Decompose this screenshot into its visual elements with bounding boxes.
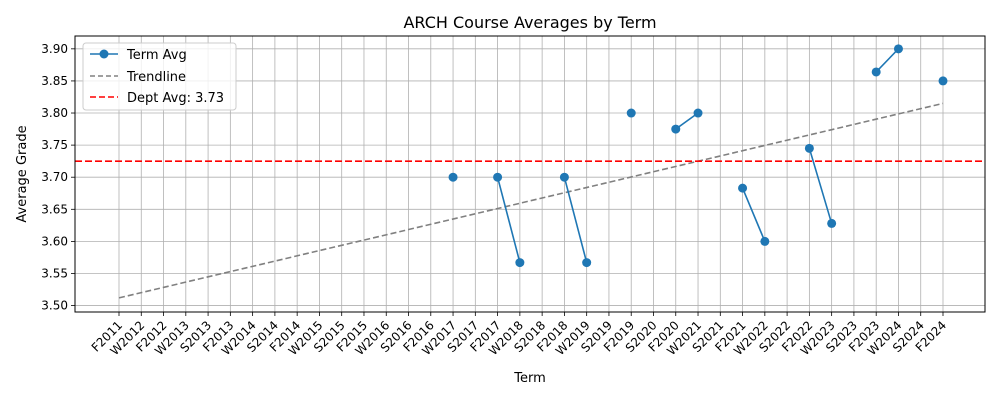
data-point [626,108,636,118]
data-point [871,67,881,77]
data-point [559,172,569,182]
plot-frame [74,35,986,313]
x-axis-label: Term [513,371,546,386]
legend-box [82,42,237,111]
y-tick-label: 3.55 [41,266,68,280]
y-tick-label: 3.65 [41,202,68,216]
series-line-segment [808,148,833,224]
series-line-segment [675,112,699,130]
plot-lines [75,48,985,299]
data-point [938,76,948,86]
trendline [118,102,944,299]
data-point [804,143,814,153]
y-tick-label: 3.50 [41,299,68,313]
legend-label-trendline: Trendline [126,70,186,85]
data-point [693,108,703,118]
y-tick-label: 3.60 [41,234,68,248]
legend: Term Avg Trendline Dept Avg: 3.73 [82,42,237,111]
series-line-segment [496,177,521,263]
data-point [671,124,681,134]
y-tick-label: 3.80 [41,106,68,120]
data-point [493,172,503,182]
series-line-segment [563,177,588,263]
data-point [827,218,837,228]
data-point [893,44,903,54]
x-axis-ticks: F2011W2012F2012W2013S2013F2013W2014S2014… [89,312,949,358]
series-line-segment [875,48,900,73]
y-axis-label: Average Grade [15,125,30,222]
y-tick-label: 3.90 [41,42,68,56]
y-tick-label: 3.75 [41,138,68,152]
data-point [515,258,525,268]
series-line-segment [741,187,766,242]
legend-label-dept-avg: Dept Avg: 3.73 [127,91,224,106]
y-axis-ticks: 3.50 3.55 3.60 3.65 3.70 3.75 3.80 3.85 3.90 [41,42,75,313]
y-tick-label: 3.85 [41,74,68,88]
data-point [448,172,458,182]
legend-marker-term-avg [99,49,109,59]
legend-label-term-avg: Term Avg [126,48,187,63]
data-point [760,236,770,246]
data-point [738,183,748,193]
data-points [448,44,948,268]
y-tick-label: 3.70 [41,170,68,184]
chart-title: ARCH Course Averages by Term [403,13,656,32]
data-point [582,258,592,268]
